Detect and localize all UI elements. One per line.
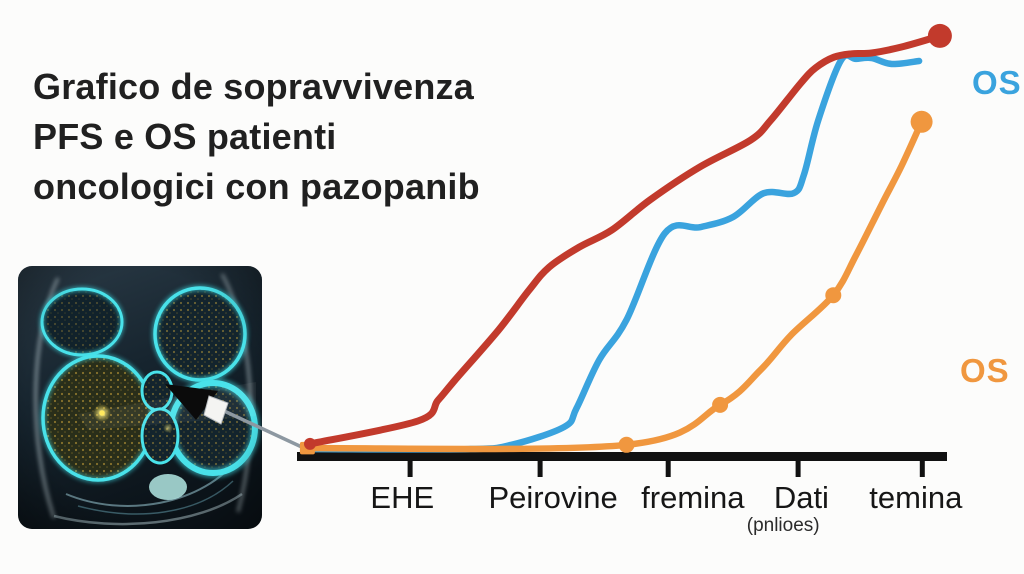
x-axis-label: temina	[869, 480, 963, 515]
x-axis-ticks	[407, 460, 925, 477]
x-axis-line	[297, 452, 947, 461]
scan-vignette	[18, 266, 262, 529]
chart-series	[299, 23, 952, 455]
x-axis-label: Peirovine	[488, 480, 618, 515]
cursor-arrow-tail	[203, 395, 229, 425]
line-os-orange-	[304, 118, 925, 453]
data-point-marker	[825, 287, 842, 304]
x-axis-tick	[537, 460, 543, 477]
x-axis-label: EHE	[370, 480, 435, 515]
series-label-os-orange: OS	[960, 352, 1010, 389]
data-point-marker	[304, 437, 316, 450]
data-point-marker	[618, 436, 635, 453]
cursor-arrow-icon	[165, 384, 218, 420]
series-label-os-blue: OS	[972, 64, 1022, 101]
ct-scan-image	[18, 266, 262, 529]
line-os-blue-	[311, 52, 923, 453]
data-point-marker	[712, 396, 729, 413]
page-title: Grafico de sopravvivenza PFS e OS patien…	[33, 62, 480, 212]
x-axis-label: fremina	[641, 480, 745, 515]
x-axis-tick	[407, 460, 413, 477]
title-line-1: Grafico de sopravvivenza	[33, 66, 474, 107]
x-axis-tick	[665, 460, 671, 477]
title-line-2: PFS e OS patienti	[33, 116, 337, 157]
line-pfs-red-	[306, 32, 944, 448]
x-axis-label: Dati	[773, 480, 829, 515]
data-point-marker	[910, 110, 933, 133]
x-axis-tick	[919, 460, 925, 477]
x-axis-tick	[795, 460, 801, 477]
title-line-3: oncologici con pazopanib	[33, 166, 480, 207]
pointer-line	[221, 408, 307, 451]
x-axis-sublabel: (pnlioes)	[746, 515, 820, 536]
data-point-marker	[927, 23, 952, 48]
